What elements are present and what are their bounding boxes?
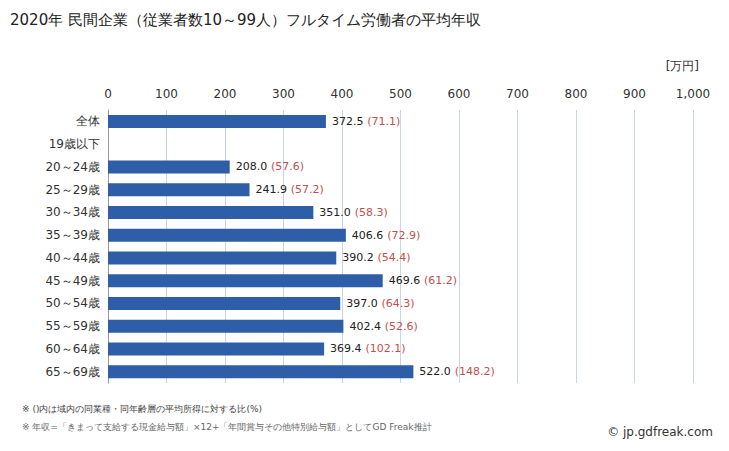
svg-text:1,000: 1,000 [676, 87, 710, 101]
svg-text:2020年 民間企業（従業者数10～99人）フルタイム労働者: 2020年 民間企業（従業者数10～99人）フルタイム労働者の平均年収 [10, 11, 481, 29]
svg-text:406.6: 406.6 [352, 229, 384, 242]
svg-text:100: 100 [155, 87, 178, 101]
svg-text:※ 年収=「きまって支給する現金給与額」×12+「年間賞与そ: ※ 年収=「きまって支給する現金給与額」×12+「年間賞与その他特別給与額」とし… [22, 422, 432, 432]
svg-text:600: 600 [448, 87, 471, 101]
svg-text:(64.3): (64.3) [382, 297, 415, 310]
svg-text:35～39歳: 35～39歳 [45, 228, 100, 242]
svg-text:(57.6): (57.6) [271, 160, 304, 173]
svg-text:45～49歳: 45～49歳 [45, 274, 100, 288]
svg-text:50～54歳: 50～54歳 [45, 296, 100, 310]
svg-text:(61.2): (61.2) [424, 274, 457, 287]
svg-text:400: 400 [331, 87, 354, 101]
svg-text:(52.6): (52.6) [385, 320, 418, 333]
svg-text:469.6: 469.6 [389, 274, 421, 287]
svg-text:(102.1): (102.1) [365, 342, 405, 355]
svg-text:522.0: 522.0 [419, 365, 451, 378]
svg-text:300: 300 [272, 87, 295, 101]
svg-text:全体: 全体 [76, 114, 100, 128]
svg-text:60～64歳: 60～64歳 [45, 342, 100, 356]
svg-text:55～59歳: 55～59歳 [45, 319, 100, 333]
svg-text:397.0: 397.0 [346, 297, 378, 310]
svg-text:369.4: 369.4 [330, 342, 362, 355]
svg-text:500: 500 [389, 87, 412, 101]
svg-text:(148.2): (148.2) [455, 365, 495, 378]
svg-text:30～34歳: 30～34歳 [45, 205, 100, 219]
svg-text:900: 900 [623, 87, 646, 101]
svg-text:© jp.gdfreak.com: © jp.gdfreak.com [607, 425, 713, 439]
svg-text:(57.2): (57.2) [291, 183, 324, 196]
svg-text:(71.1): (71.1) [367, 115, 400, 128]
svg-text:390.2: 390.2 [342, 251, 374, 264]
svg-text:40～44歳: 40～44歳 [45, 251, 100, 265]
svg-text:20～24歳: 20～24歳 [45, 160, 100, 174]
svg-text:241.9: 241.9 [256, 183, 288, 196]
svg-text:700: 700 [506, 87, 529, 101]
svg-text:[万円]: [万円] [666, 59, 699, 73]
svg-text:0: 0 [104, 87, 112, 101]
svg-text:800: 800 [565, 87, 588, 101]
svg-text:19歳以下: 19歳以下 [49, 137, 100, 151]
svg-text:372.5: 372.5 [332, 115, 364, 128]
svg-text:(54.4): (54.4) [378, 251, 411, 264]
svg-text:351.0: 351.0 [319, 206, 351, 219]
svg-text:(58.3): (58.3) [355, 206, 388, 219]
svg-text:(72.9): (72.9) [387, 229, 420, 242]
svg-text:402.4: 402.4 [349, 320, 381, 333]
svg-text:65～69歳: 65～69歳 [45, 365, 100, 379]
svg-text:※ ()内は域内の同業種・同年齢層の平均所得に対する比(%): ※ ()内は域内の同業種・同年齢層の平均所得に対する比(%) [22, 404, 262, 414]
svg-text:208.0: 208.0 [236, 160, 268, 173]
svg-text:200: 200 [214, 87, 237, 101]
svg-text:25～29歳: 25～29歳 [45, 183, 100, 197]
